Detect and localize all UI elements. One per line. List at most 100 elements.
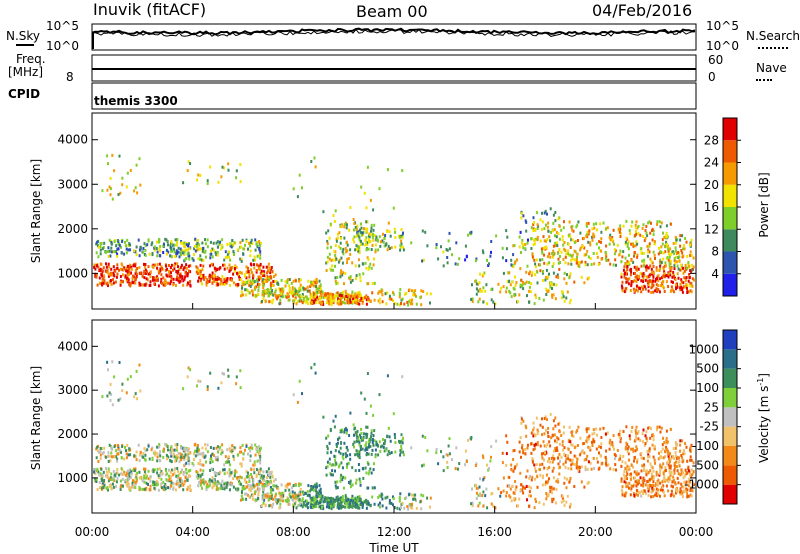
power-echo-2366 [649, 280, 652, 283]
power-echo-2169 [624, 256, 627, 260]
velocity-echo-187 [135, 477, 138, 481]
velocity-echo-649 [272, 484, 275, 488]
power-echo-2284 [676, 272, 679, 276]
power-echo-2558 [521, 212, 523, 216]
power-echo-900 [270, 292, 273, 296]
velocity-echo-881 [318, 489, 321, 493]
velocity-echo-770 [214, 456, 217, 459]
velocity-echo-1827 [586, 481, 589, 485]
power-echo-2267 [636, 274, 639, 278]
velocity-echo-1709 [554, 501, 557, 505]
power-echo-467 [229, 283, 231, 287]
velocity-echo-713 [239, 450, 241, 454]
power-echo-1477 [400, 242, 403, 246]
power-echo-114 [179, 266, 182, 270]
velocity-echo-734 [184, 463, 187, 467]
power-echo-369 [181, 241, 184, 245]
velocity-echo-2272 [659, 469, 662, 473]
power-echo-1286 [337, 299, 340, 303]
velocity-echo-1357 [341, 455, 344, 459]
velocity-echo-972 [273, 496, 276, 499]
power-echo-994 [262, 283, 265, 287]
velocity-echo-1363 [369, 467, 372, 471]
power-echo-1380 [333, 249, 336, 253]
velocity-echo-1821 [561, 443, 564, 447]
power-echo-1838 [516, 258, 518, 262]
velocity-echo-2238 [652, 469, 655, 473]
velocity-echo-1870 [558, 452, 561, 456]
power-echo-1501 [383, 236, 386, 240]
velocity-echo-1901 [556, 436, 558, 440]
power-echo-599 [211, 281, 214, 285]
velocity-echo-2291 [657, 483, 660, 487]
power-echo-1370 [334, 258, 337, 262]
velocity-echo-989 [275, 492, 277, 496]
power-echo-587 [205, 283, 208, 287]
power-echo-1597 [400, 302, 402, 305]
power-echo-215 [157, 269, 160, 273]
nsearch-label: N.Search [746, 29, 800, 43]
power-echo-1757 [475, 279, 478, 283]
power-echo-825 [196, 244, 198, 248]
power-echo-1464 [330, 245, 333, 249]
velocity-echo-1682 [551, 497, 553, 501]
velocity-echo-1596 [409, 506, 412, 510]
power-echo-96 [97, 265, 100, 269]
power-echo-1868 [514, 261, 517, 265]
velocity-echo-809 [216, 445, 219, 449]
velocity-echo-1072 [340, 496, 343, 500]
velocity-echo-1293 [339, 506, 342, 510]
power-echo-708 [199, 257, 202, 261]
velocity-echo-1748 [482, 477, 485, 481]
velocity-echo-2300 [667, 489, 670, 493]
power-echo-2436 [647, 280, 650, 284]
power-echo-709 [199, 254, 202, 258]
power-echo-249 [163, 280, 166, 284]
power-echo-2608 [209, 165, 212, 169]
velocity-echo-792 [183, 448, 186, 452]
velocity-echo-5 [102, 470, 105, 474]
power-echo-1738 [475, 287, 478, 291]
velocity-echo-239 [161, 471, 164, 475]
velocity-echo-584 [266, 470, 269, 474]
power-echo-14 [105, 265, 108, 269]
power-echo-912 [288, 286, 291, 290]
velocity-echo-213 [100, 467, 103, 471]
velocity-echo-1844 [583, 485, 586, 489]
power-echo-1855 [513, 244, 516, 247]
velocity-echo-1259 [336, 505, 339, 509]
power-echo-2394 [628, 277, 631, 281]
power-echo-811 [183, 250, 186, 254]
velocity-echo-1996 [565, 457, 568, 461]
power-echo-2237 [642, 277, 645, 281]
power-echo-475 [219, 282, 222, 286]
power-echo-2621 [392, 206, 395, 210]
velocity-echo-426 [104, 455, 107, 459]
power-echo-1983 [646, 244, 649, 248]
power-echo-444 [118, 243, 121, 247]
power-echo-393 [173, 243, 176, 247]
velocity-echo-1386 [337, 437, 339, 441]
velocity-echo-1826 [571, 443, 574, 447]
velocity-echo-1708 [556, 477, 559, 481]
power-echo-2431 [637, 275, 640, 279]
velocity-echo-2161 [648, 447, 651, 451]
velocity-echo-1542 [361, 447, 364, 451]
velocity-echo-453 [144, 458, 147, 462]
velocity-echo-1427 [332, 473, 334, 477]
velocity-echo-836 [282, 491, 285, 495]
power-echo-1620 [455, 241, 458, 245]
velocity-echo-1454 [360, 431, 363, 435]
power-echo-2272 [659, 264, 662, 268]
velocity-echo-1536 [384, 439, 387, 443]
velocity-echo-221 [110, 487, 113, 491]
velocity-echo-1023 [356, 495, 359, 499]
velocity-echo-1307 [337, 506, 340, 510]
velocity-echo-422 [170, 452, 173, 456]
power-echo-579 [269, 283, 272, 287]
power-echo-1699 [478, 297, 481, 301]
power-echo-198 [172, 277, 175, 281]
power-echo-1264 [311, 300, 314, 304]
power-echo-1393 [339, 275, 342, 279]
power-echo-203 [94, 263, 97, 267]
